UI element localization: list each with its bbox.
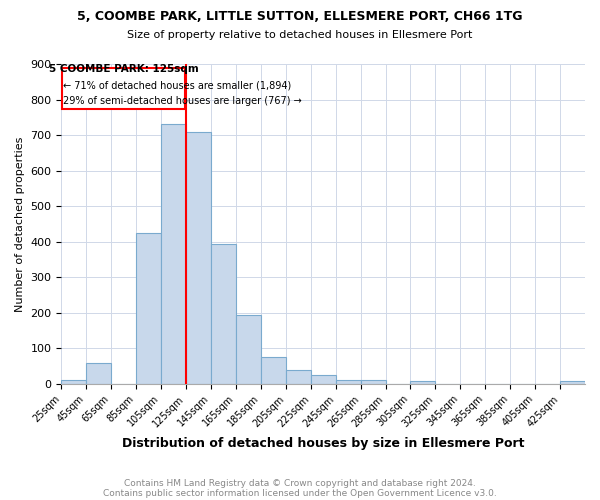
Text: Contains public sector information licensed under the Open Government Licence v3: Contains public sector information licen… [103,488,497,498]
Bar [61,380,86,384]
X-axis label: Distribution of detached houses by size in Ellesmere Port: Distribution of detached houses by size … [122,437,524,450]
Bar [410,381,436,384]
Bar [161,124,186,384]
Text: Contains HM Land Registry data © Crown copyright and database right 2024.: Contains HM Land Registry data © Crown c… [124,478,476,488]
Bar [186,132,211,384]
Bar [261,358,286,384]
Bar [560,381,585,384]
Text: 5, COOMBE PARK, LITTLE SUTTON, ELLESMERE PORT, CH66 1TG: 5, COOMBE PARK, LITTLE SUTTON, ELLESMERE… [77,10,523,23]
Y-axis label: Number of detached properties: Number of detached properties [15,136,25,312]
Bar [86,362,111,384]
Bar [286,370,311,384]
FancyBboxPatch shape [62,68,185,109]
Bar [136,233,161,384]
Bar [236,314,261,384]
Text: Size of property relative to detached houses in Ellesmere Port: Size of property relative to detached ho… [127,30,473,40]
Bar [361,380,386,384]
Bar [211,244,236,384]
Text: ← 71% of detached houses are smaller (1,894): ← 71% of detached houses are smaller (1,… [63,80,292,90]
Bar [335,380,361,384]
Text: 5 COOMBE PARK: 125sqm: 5 COOMBE PARK: 125sqm [49,64,199,74]
Text: 29% of semi-detached houses are larger (767) →: 29% of semi-detached houses are larger (… [63,96,302,106]
Bar [311,375,335,384]
